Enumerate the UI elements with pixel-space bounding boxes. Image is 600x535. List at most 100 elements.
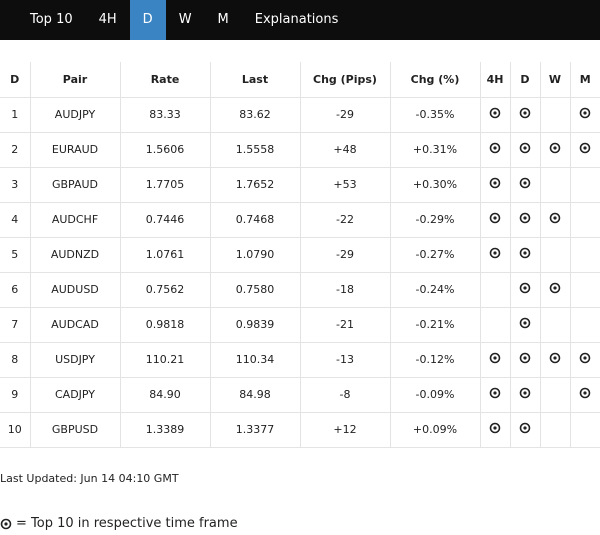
table-cell: 0.7446 <box>119 201 211 238</box>
nav-tab[interactable]: 4H <box>98 12 117 27</box>
table-row: 3 GBPAUD 1.7705 1.7652 +53 +0.30% <box>0 166 600 203</box>
top10-icon <box>489 422 501 434</box>
top10-icon <box>549 142 561 154</box>
table-cell: 83.62 <box>209 96 301 133</box>
table-cell: +0.09% <box>389 411 481 448</box>
table-cell: 1 <box>0 96 31 133</box>
timeframe-cell <box>539 411 571 448</box>
table-cell: CADJPY <box>29 376 121 413</box>
table-cell: +12 <box>299 411 391 448</box>
timeframe-cell <box>509 166 541 203</box>
timeframe-cell <box>479 131 511 168</box>
table-cell: 0.7580 <box>209 271 301 308</box>
top10-icon <box>579 352 591 364</box>
table-cell: 3 <box>0 166 31 203</box>
column-header: Chg (%) <box>389 62 481 98</box>
table-row: 8 USDJPY 110.21 110.34 -13 -0.12% <box>0 341 600 378</box>
top10-icon <box>579 107 591 119</box>
table-cell: 1.7652 <box>209 166 301 203</box>
nav-tab[interactable]: Explanations <box>254 12 339 27</box>
nav-tab[interactable]: M <box>217 12 229 27</box>
top10-icon <box>489 247 501 259</box>
legend: = Top 10 in respective time frame <box>0 516 238 531</box>
table-cell: -29 <box>299 96 391 133</box>
top10-icon <box>519 317 531 329</box>
top10-icon <box>489 387 501 399</box>
timeframe-cell <box>569 131 600 168</box>
timeframe-cell <box>479 376 511 413</box>
table-row: 5 AUDNZD 1.0761 1.0790 -29 -0.27% <box>0 236 600 273</box>
table-cell: -0.27% <box>389 236 481 273</box>
table-cell: 1.5606 <box>119 131 211 168</box>
table-row: 7 AUDCAD 0.9818 0.9839 -21 -0.21% <box>0 306 600 343</box>
timeframe-cell <box>509 341 541 378</box>
timeframe-cell <box>479 271 511 308</box>
table-cell: 0.7562 <box>119 271 211 308</box>
top10-icon <box>579 142 591 154</box>
top10-icon <box>489 142 501 154</box>
table-cell: -22 <box>299 201 391 238</box>
top10-icon <box>579 387 591 399</box>
timeframe-cell <box>509 236 541 273</box>
top10-icon <box>489 177 501 189</box>
table-cell: -13 <box>299 341 391 378</box>
table-cell: EURAUD <box>29 131 121 168</box>
table-cell: 0.9818 <box>119 306 211 343</box>
timeframe-cell <box>539 341 571 378</box>
table-cell: -0.21% <box>389 306 481 343</box>
table-row: 2 EURAUD 1.5606 1.5558 +48 +0.31% <box>0 131 600 168</box>
table-cell: AUDUSD <box>29 271 121 308</box>
table-row: 9 CADJPY 84.90 84.98 -8 -0.09% <box>0 376 600 413</box>
nav-tab[interactable]: D <box>129 0 166 40</box>
top10-icon <box>519 422 531 434</box>
table-cell: -0.12% <box>389 341 481 378</box>
table-cell: +48 <box>299 131 391 168</box>
timeframe-cell <box>509 411 541 448</box>
timeframe-cell <box>569 411 600 448</box>
table-cell: 84.90 <box>119 376 211 413</box>
table-cell: -0.29% <box>389 201 481 238</box>
timeframe-cell <box>509 271 541 308</box>
timeframe-cell <box>539 236 571 273</box>
timeframe-cell <box>569 96 600 133</box>
timeframe-cell <box>539 306 571 343</box>
table-cell: 8 <box>0 341 31 378</box>
top10-icon <box>519 212 531 224</box>
table-cell: 6 <box>0 271 31 308</box>
column-header: D <box>0 62 31 98</box>
last-updated: Last Updated: Jun 14 04:10 GMT <box>0 472 179 485</box>
column-header: Last <box>209 62 301 98</box>
table-cell: 83.33 <box>119 96 211 133</box>
timeframe-cell <box>509 131 541 168</box>
nav-tab[interactable]: W <box>178 12 192 27</box>
table-cell: 4 <box>0 201 31 238</box>
table-row: 1 AUDJPY 83.33 83.62 -29 -0.35% <box>0 96 600 133</box>
timeframe-cell <box>539 271 571 308</box>
nav-tab[interactable]: Top 10 <box>30 12 73 27</box>
timeframe-cell <box>569 376 600 413</box>
table-cell: -21 <box>299 306 391 343</box>
top10-icon <box>519 282 531 294</box>
timeframe-cell <box>539 201 571 238</box>
top10-icon <box>519 142 531 154</box>
top10-icon <box>489 107 501 119</box>
top10-icon <box>489 212 501 224</box>
top10-icon <box>519 352 531 364</box>
table-cell: 1.3389 <box>119 411 211 448</box>
table-cell: 5 <box>0 236 31 273</box>
table-cell: 1.0790 <box>209 236 301 273</box>
timeframe-cell <box>479 341 511 378</box>
top10-icon <box>519 387 531 399</box>
timeframe-cell <box>539 96 571 133</box>
table-row: 6 AUDUSD 0.7562 0.7580 -18 -0.24% <box>0 271 600 308</box>
table-cell: -29 <box>299 236 391 273</box>
top10-icon <box>549 212 561 224</box>
legend-text: = Top 10 in respective time frame <box>16 516 238 531</box>
table-cell: -8 <box>299 376 391 413</box>
timeframe-cell <box>569 201 600 238</box>
timeframe-cell <box>569 166 600 203</box>
column-header: Rate <box>119 62 211 98</box>
table-cell: AUDCHF <box>29 201 121 238</box>
timeframe-cell <box>509 201 541 238</box>
